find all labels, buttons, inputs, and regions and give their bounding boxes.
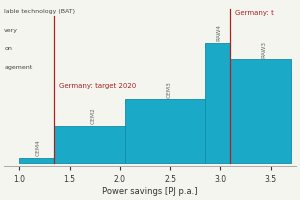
Text: RAW3: RAW3 [261,41,266,58]
Bar [230,59,291,163]
Text: Germany: target 2020: Germany: target 2020 [59,83,137,89]
Text: agement: agement [4,65,32,70]
Text: CEM4: CEM4 [36,139,41,156]
Bar [125,99,205,163]
Bar [55,126,125,163]
Text: on: on [4,46,12,51]
Text: RAW4: RAW4 [217,24,222,41]
Text: CEM3: CEM3 [167,81,172,98]
Bar [205,43,230,163]
Text: lable technology (BAT): lable technology (BAT) [4,9,75,14]
X-axis label: Power savings [PJ p.a.]: Power savings [PJ p.a.] [102,187,198,196]
Text: Germany: t: Germany: t [236,10,274,16]
Text: very: very [4,28,18,33]
Bar [19,158,55,163]
Text: CEM2: CEM2 [91,108,96,124]
